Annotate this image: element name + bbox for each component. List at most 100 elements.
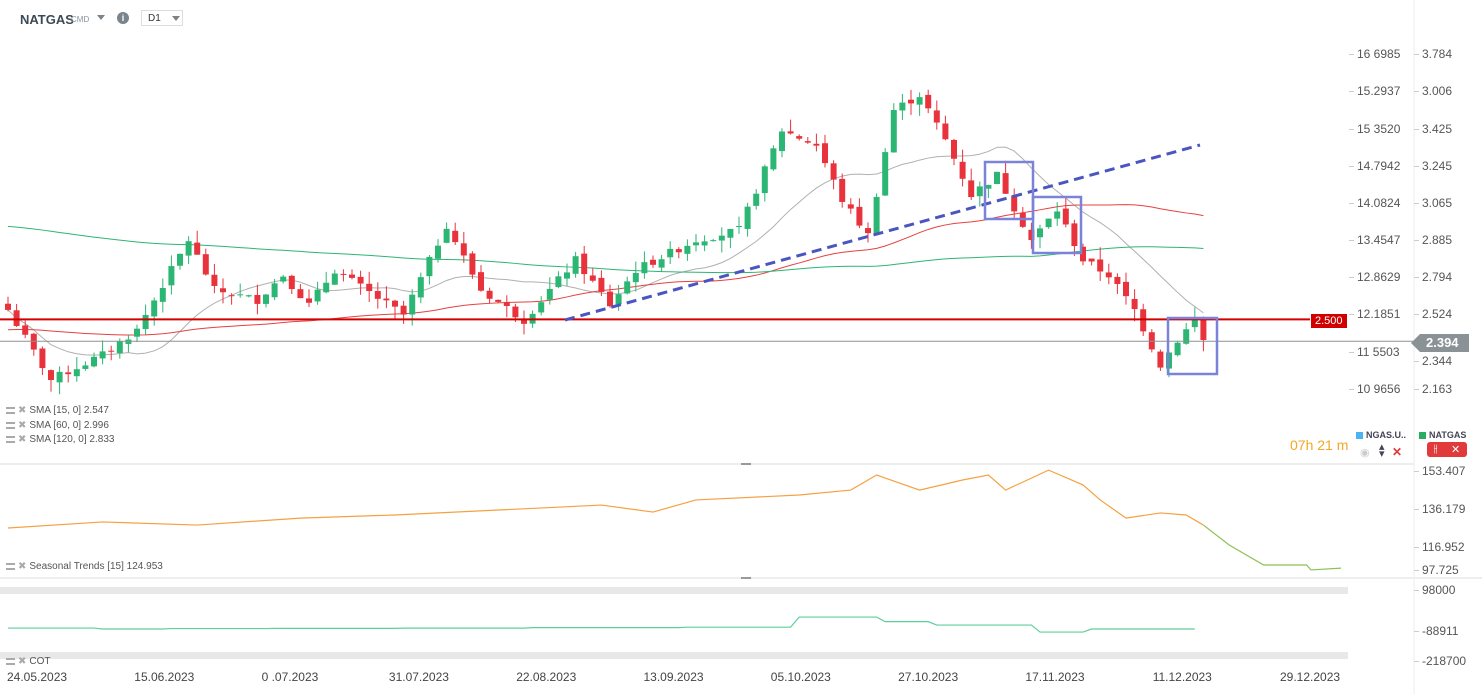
info-icon[interactable]: i bbox=[117, 12, 129, 24]
seasonal-line[interactable] bbox=[7, 469, 1204, 529]
candle[interactable] bbox=[1174, 340, 1181, 357]
settings-icon[interactable] bbox=[6, 563, 15, 570]
candle[interactable] bbox=[753, 189, 760, 210]
candle[interactable] bbox=[1011, 188, 1018, 219]
candle[interactable] bbox=[495, 299, 502, 303]
panel-resize-handle[interactable] bbox=[741, 577, 751, 579]
sma-line-60[interactable] bbox=[7, 204, 1204, 336]
candle[interactable] bbox=[899, 93, 906, 120]
candle[interactable] bbox=[908, 89, 914, 115]
candle[interactable] bbox=[1037, 224, 1043, 249]
candle[interactable] bbox=[796, 134, 803, 141]
candle[interactable] bbox=[701, 235, 708, 252]
candle[interactable] bbox=[607, 284, 613, 308]
candle[interactable] bbox=[1088, 258, 1095, 266]
candlestick-icon[interactable]: ⫲ bbox=[1433, 443, 1438, 455]
candle[interactable] bbox=[452, 222, 459, 245]
candle[interactable] bbox=[770, 145, 777, 171]
candle[interactable] bbox=[985, 184, 992, 198]
symbol-dropdown-icon[interactable] bbox=[97, 15, 105, 20]
candle[interactable] bbox=[417, 272, 424, 304]
highlight-box[interactable] bbox=[1166, 316, 1219, 376]
candle[interactable] bbox=[718, 227, 725, 253]
candle[interactable] bbox=[865, 222, 871, 243]
candle[interactable] bbox=[392, 299, 398, 319]
candle[interactable] bbox=[1123, 272, 1129, 305]
candle[interactable] bbox=[39, 346, 46, 376]
candle[interactable] bbox=[787, 119, 794, 135]
candle[interactable] bbox=[366, 271, 373, 303]
candle[interactable] bbox=[564, 263, 570, 286]
candle[interactable] bbox=[211, 263, 218, 294]
candle[interactable] bbox=[1157, 349, 1164, 371]
candle[interactable] bbox=[134, 324, 140, 343]
candle[interactable] bbox=[306, 289, 312, 307]
candle[interactable] bbox=[469, 251, 476, 279]
candle[interactable] bbox=[220, 278, 226, 304]
cot-line[interactable] bbox=[8, 616, 1195, 633]
sort-icon[interactable]: ▴ ▾ bbox=[1379, 441, 1385, 460]
candle[interactable] bbox=[99, 340, 106, 365]
candle[interactable] bbox=[159, 278, 166, 313]
candle[interactable] bbox=[374, 282, 381, 309]
candle[interactable] bbox=[976, 181, 983, 207]
legend-cot[interactable]: ✖ COT bbox=[6, 656, 51, 667]
candle[interactable] bbox=[383, 286, 390, 309]
candle[interactable] bbox=[323, 271, 330, 294]
candle[interactable] bbox=[228, 293, 235, 305]
candle[interactable] bbox=[22, 320, 29, 339]
candle[interactable] bbox=[426, 254, 433, 285]
candle[interactable] bbox=[675, 247, 682, 259]
candle[interactable] bbox=[331, 269, 338, 286]
candle[interactable] bbox=[288, 274, 295, 295]
candle[interactable] bbox=[5, 296, 11, 312]
candle[interactable] bbox=[847, 198, 854, 214]
candle[interactable] bbox=[856, 198, 863, 229]
remove-icon[interactable]: ✕ bbox=[1392, 445, 1403, 459]
candle[interactable] bbox=[400, 300, 407, 324]
candle[interactable] bbox=[82, 361, 89, 371]
legend-sma-60[interactable]: ✖ SMA [60, 0] 2.996 bbox=[6, 420, 109, 431]
candle[interactable] bbox=[1028, 222, 1035, 249]
candle[interactable] bbox=[830, 160, 837, 190]
candle[interactable] bbox=[1045, 218, 1052, 229]
candle[interactable] bbox=[254, 284, 261, 315]
candle[interactable] bbox=[744, 202, 751, 237]
candle[interactable] bbox=[460, 232, 467, 263]
candle[interactable] bbox=[280, 274, 287, 284]
candle[interactable] bbox=[56, 366, 63, 395]
candle[interactable] bbox=[839, 173, 846, 208]
candle[interactable] bbox=[598, 270, 605, 297]
settings-icon[interactable] bbox=[6, 436, 15, 443]
candle[interactable] bbox=[486, 287, 493, 304]
candle[interactable] bbox=[1200, 316, 1207, 352]
candle[interactable] bbox=[624, 276, 631, 295]
timeframe-select[interactable]: D1 bbox=[141, 10, 183, 26]
candle[interactable] bbox=[125, 334, 132, 353]
candle[interactable] bbox=[13, 304, 20, 327]
candle[interactable] bbox=[882, 148, 889, 196]
legend-sma-15[interactable]: ✖ SMA [15, 0] 2.547 bbox=[6, 405, 109, 416]
candle[interactable] bbox=[813, 133, 820, 152]
candle[interactable] bbox=[727, 228, 734, 249]
close-icon[interactable]: ✖ bbox=[18, 561, 27, 572]
candle[interactable] bbox=[443, 222, 450, 244]
candle[interactable] bbox=[1062, 197, 1069, 228]
candle[interactable] bbox=[761, 164, 768, 202]
candle[interactable] bbox=[693, 234, 699, 252]
symbol-name[interactable]: NATGAS bbox=[20, 12, 74, 27]
candle[interactable] bbox=[667, 241, 674, 264]
candle[interactable] bbox=[968, 168, 975, 201]
close-icon[interactable]: ✖ bbox=[18, 405, 27, 416]
candle[interactable] bbox=[435, 239, 441, 263]
candle[interactable] bbox=[1105, 263, 1112, 285]
candle[interactable] bbox=[271, 278, 278, 301]
candle[interactable] bbox=[91, 352, 97, 368]
candle[interactable] bbox=[589, 268, 596, 283]
candle[interactable] bbox=[521, 310, 527, 335]
candle[interactable] bbox=[108, 345, 115, 361]
candle[interactable] bbox=[48, 369, 54, 392]
candle[interactable] bbox=[237, 283, 244, 298]
settings-icon[interactable] bbox=[6, 407, 15, 414]
